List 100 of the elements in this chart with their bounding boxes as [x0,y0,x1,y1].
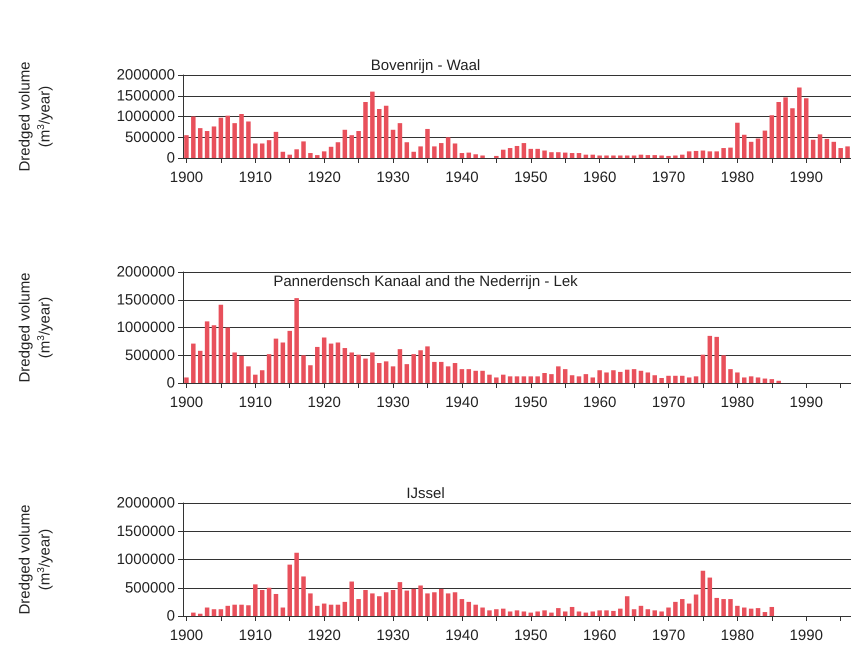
x-tick-label: 1980 [720,169,754,186]
x-tick-label: 1900 [170,394,204,411]
bar [438,143,444,158]
bar [714,598,719,616]
bar [336,142,340,158]
bar [370,593,375,616]
bar [191,344,196,383]
x-tick-label: 1930 [376,394,410,411]
bar [770,379,774,383]
bar [535,148,540,158]
x-tick-label: 1950 [514,627,548,644]
x-tick-label: 1900 [170,627,204,644]
bar [287,154,292,158]
bar [328,604,334,616]
bar [514,146,520,158]
bar [356,131,361,158]
bar [708,578,712,616]
bar [438,362,444,383]
x-tick-label: 1920 [307,627,341,644]
x-tick-label: 1910 [238,394,272,411]
bar [514,376,520,383]
y-tick-label: 1500000 [116,87,175,104]
y-tick-label: 1000000 [116,108,175,125]
bar [438,588,444,616]
bar [686,151,692,158]
bar [432,146,437,158]
bar [260,370,264,383]
bar [260,590,264,616]
bar [184,135,189,158]
bar [266,354,272,383]
bar [322,151,326,158]
bar [494,609,499,616]
x-tick-label: 1930 [376,627,410,644]
bar [411,152,416,158]
bar [756,608,760,616]
bar [762,130,768,158]
bar [232,123,237,158]
bar [735,606,740,616]
bar [562,611,568,616]
bar [452,143,458,158]
bar [446,593,450,616]
bar [356,354,361,383]
bar [411,588,416,616]
x-tick-label: 1960 [582,169,616,186]
bar [294,552,299,616]
bar [226,328,230,383]
y-tick-label: 500000 [124,128,175,146]
bar [762,612,768,616]
bar [721,148,726,158]
x-tick-label: 1930 [376,169,410,186]
bar [535,376,540,383]
bar [274,338,278,383]
bar [694,150,698,158]
bar [452,363,458,383]
bar [212,325,216,383]
bar [246,366,251,383]
bar [728,148,733,158]
bar [638,370,644,383]
bar [287,330,292,383]
bar [611,370,616,383]
bar [556,152,561,158]
bar [804,98,808,158]
bar [460,369,464,383]
bar [748,376,754,383]
bar [584,154,588,158]
x-tick-label: 1950 [514,394,548,411]
bar [576,611,582,616]
bar [336,342,340,383]
bar [204,131,210,158]
bar [824,138,830,158]
bar [349,352,354,383]
bar [686,377,692,383]
bar [652,375,657,383]
bar [494,377,499,383]
bar [446,137,450,158]
bar [721,355,726,383]
bar [818,134,822,158]
bar [398,123,402,158]
y-tick-label: 500000 [124,579,175,596]
bar [349,582,354,616]
bar [315,155,320,158]
bar [570,375,574,383]
bar [708,336,712,383]
bar [480,608,485,616]
bar [680,376,685,383]
bar [425,593,430,616]
bar [528,148,534,158]
x-tick-label: 1940 [445,394,479,411]
bar [212,609,216,616]
bar [790,108,795,158]
x-tick-label: 1990 [790,394,823,411]
bar [342,602,348,616]
bar [756,138,760,158]
bar [294,149,299,158]
x-tick-label: 1980 [720,394,754,411]
bar [576,153,582,158]
bar [328,344,334,383]
bar [226,606,230,616]
bar [280,152,286,158]
bar [549,152,554,158]
